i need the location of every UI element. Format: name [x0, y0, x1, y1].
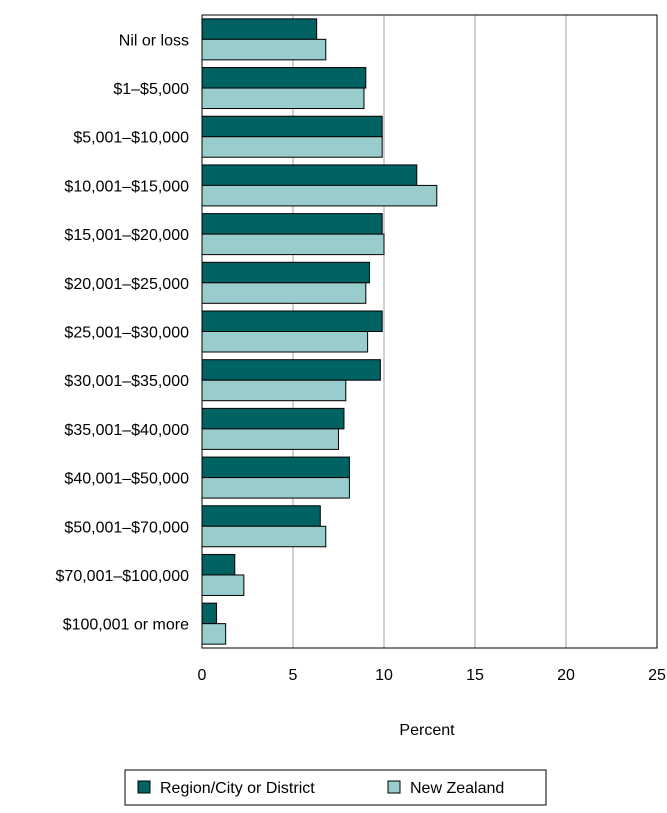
- category-label-9: $40,001–$50,000: [64, 471, 189, 488]
- category-label-0: Nil or loss: [119, 32, 189, 49]
- bar-region-city-or-district-8: [201, 407, 345, 430]
- legend-swatch-region: [137, 780, 151, 794]
- plot-frame: [201, 14, 658, 649]
- bar-new-zealand-4: [201, 233, 385, 256]
- category-label-2: $5,001–$10,000: [73, 130, 189, 147]
- x-tick-label-20: 20: [557, 667, 575, 684]
- x-tick-label-15: 15: [466, 667, 484, 684]
- bar-region-city-or-district-3: [201, 164, 418, 186]
- bar-new-zealand-1: [201, 87, 365, 110]
- legend-frame: [124, 769, 547, 806]
- bar-new-zealand-7: [201, 379, 347, 402]
- legend-label-region: Region/City or District: [160, 780, 315, 797]
- bar-region-city-or-district-7: [201, 359, 381, 381]
- bar-new-zealand-11: [201, 574, 245, 596]
- bar-new-zealand-3: [201, 184, 438, 207]
- category-labels: Nil or loss $1–$5,000 $5,001–$10,000 $10,00…: [56, 32, 190, 633]
- legend: Region/City or District New Zealand: [124, 769, 547, 806]
- x-tick-label-25: 25: [648, 667, 666, 684]
- category-label-4: $15,001–$20,000: [64, 227, 189, 244]
- category-label-3: $10,001–$15,000: [64, 178, 189, 195]
- category-label-1: $1–$5,000: [113, 81, 189, 98]
- bar-new-zealand-10: [201, 525, 327, 548]
- bar-region-city-or-district-2: [201, 115, 383, 138]
- bar-new-zealand-2: [201, 136, 383, 158]
- category-label-12: $100,001 or more: [63, 617, 189, 634]
- bar-region-city-or-district-12: [201, 602, 218, 625]
- bar-region-city-or-district-0: [201, 18, 318, 40]
- category-label-10: $50,001–$70,000: [64, 519, 189, 536]
- category-label-5: $20,001–$25,000: [64, 276, 189, 293]
- legend-swatch-new-zealand: [387, 780, 401, 794]
- bar-new-zealand-9: [201, 477, 350, 499]
- category-label-11: $70,001–$100,000: [56, 568, 190, 585]
- bar-region-city-or-district-11: [201, 553, 236, 576]
- bar-region-city-or-district-9: [201, 456, 350, 479]
- x-tick-label-0: 0: [198, 667, 207, 684]
- bar-new-zealand-6: [201, 331, 369, 353]
- bar-new-zealand-8: [201, 428, 339, 450]
- bar-new-zealand-5: [201, 282, 367, 304]
- x-tick-labels: 0 5 10 15 20 25: [198, 667, 666, 684]
- bar-region-city-or-district-10: [201, 505, 321, 527]
- legend-label-new-zealand: New Zealand: [410, 780, 504, 797]
- bar-new-zealand-0: [201, 38, 327, 61]
- x-axis-title: Percent: [399, 722, 455, 739]
- bar-region-city-or-district-5: [201, 261, 370, 284]
- bar-new-zealand-12: [201, 623, 227, 645]
- bar-region-city-or-district-4: [201, 213, 383, 235]
- bar-region-city-or-district-1: [201, 67, 367, 89]
- bar-region-city-or-district-6: [201, 310, 383, 332]
- category-label-7: $30,001–$35,000: [64, 373, 189, 390]
- category-label-8: $35,001–$40,000: [64, 422, 189, 439]
- bars: [201, 18, 438, 645]
- category-label-6: $25,001–$30,000: [64, 325, 189, 342]
- x-tick-label-5: 5: [289, 667, 298, 684]
- x-tick-label-10: 10: [375, 667, 393, 684]
